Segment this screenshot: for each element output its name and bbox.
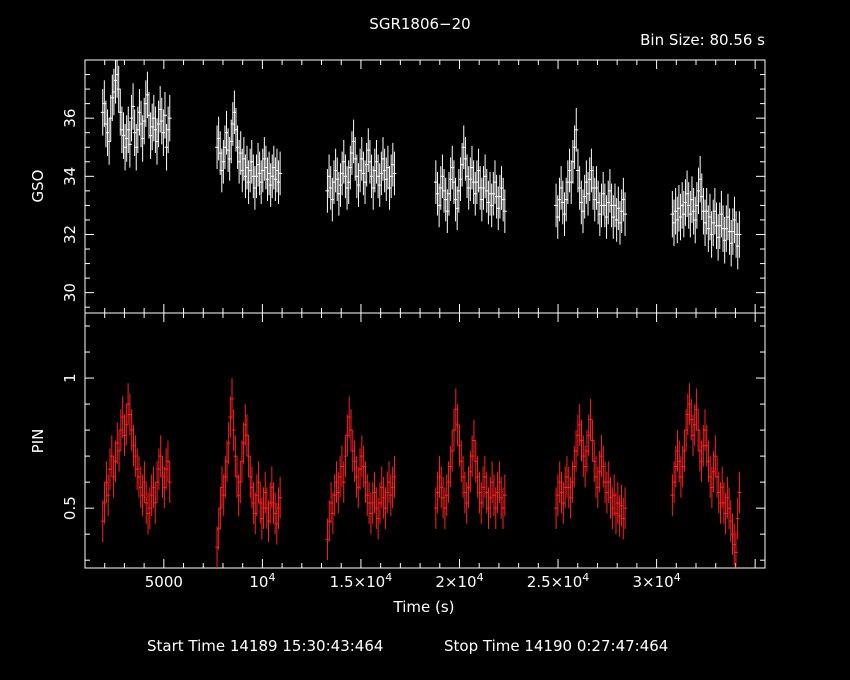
y-tick-label: 0.5 (61, 496, 79, 520)
x-tick-label: 1.5×104 (330, 571, 393, 591)
x-axis-label: Time (s) (393, 598, 455, 616)
y-tick-label: 32 (61, 225, 79, 244)
bin-size-label: Bin Size: 80.56 s (640, 31, 765, 49)
panel-frame (84, 312, 766, 569)
y-tick-label: 30 (61, 283, 79, 302)
top-y-axis-label: GSO (29, 170, 47, 203)
start-time-label: Start Time 14189 15:30:43:464 (147, 637, 383, 655)
y-tick-label: 36 (61, 109, 79, 128)
x-tick-label: 3×104 (632, 571, 680, 591)
panel-frame (84, 59, 766, 314)
stop-time-label: Stop Time 14190 0:27:47:464 (444, 637, 668, 655)
x-tick-label: 2×104 (435, 571, 483, 591)
gso-panel: 30 32 34 36 (61, 59, 766, 314)
pin-panel: 0.51 (61, 312, 766, 569)
x-tick-label: 104 (249, 571, 275, 591)
y-tick-label: 34 (61, 167, 79, 186)
x-tick-label: 5000 (145, 573, 183, 591)
y-tick-label: 1 (61, 373, 79, 383)
chart-title: SGR1806−20 (369, 15, 470, 33)
bottom-y-axis-label: PIN (29, 429, 47, 454)
x-tick-labels: 5000 104 1.5×104 2×104 2.5×104 3×104 (145, 571, 681, 591)
x-tick-label: 2.5×104 (527, 571, 590, 591)
